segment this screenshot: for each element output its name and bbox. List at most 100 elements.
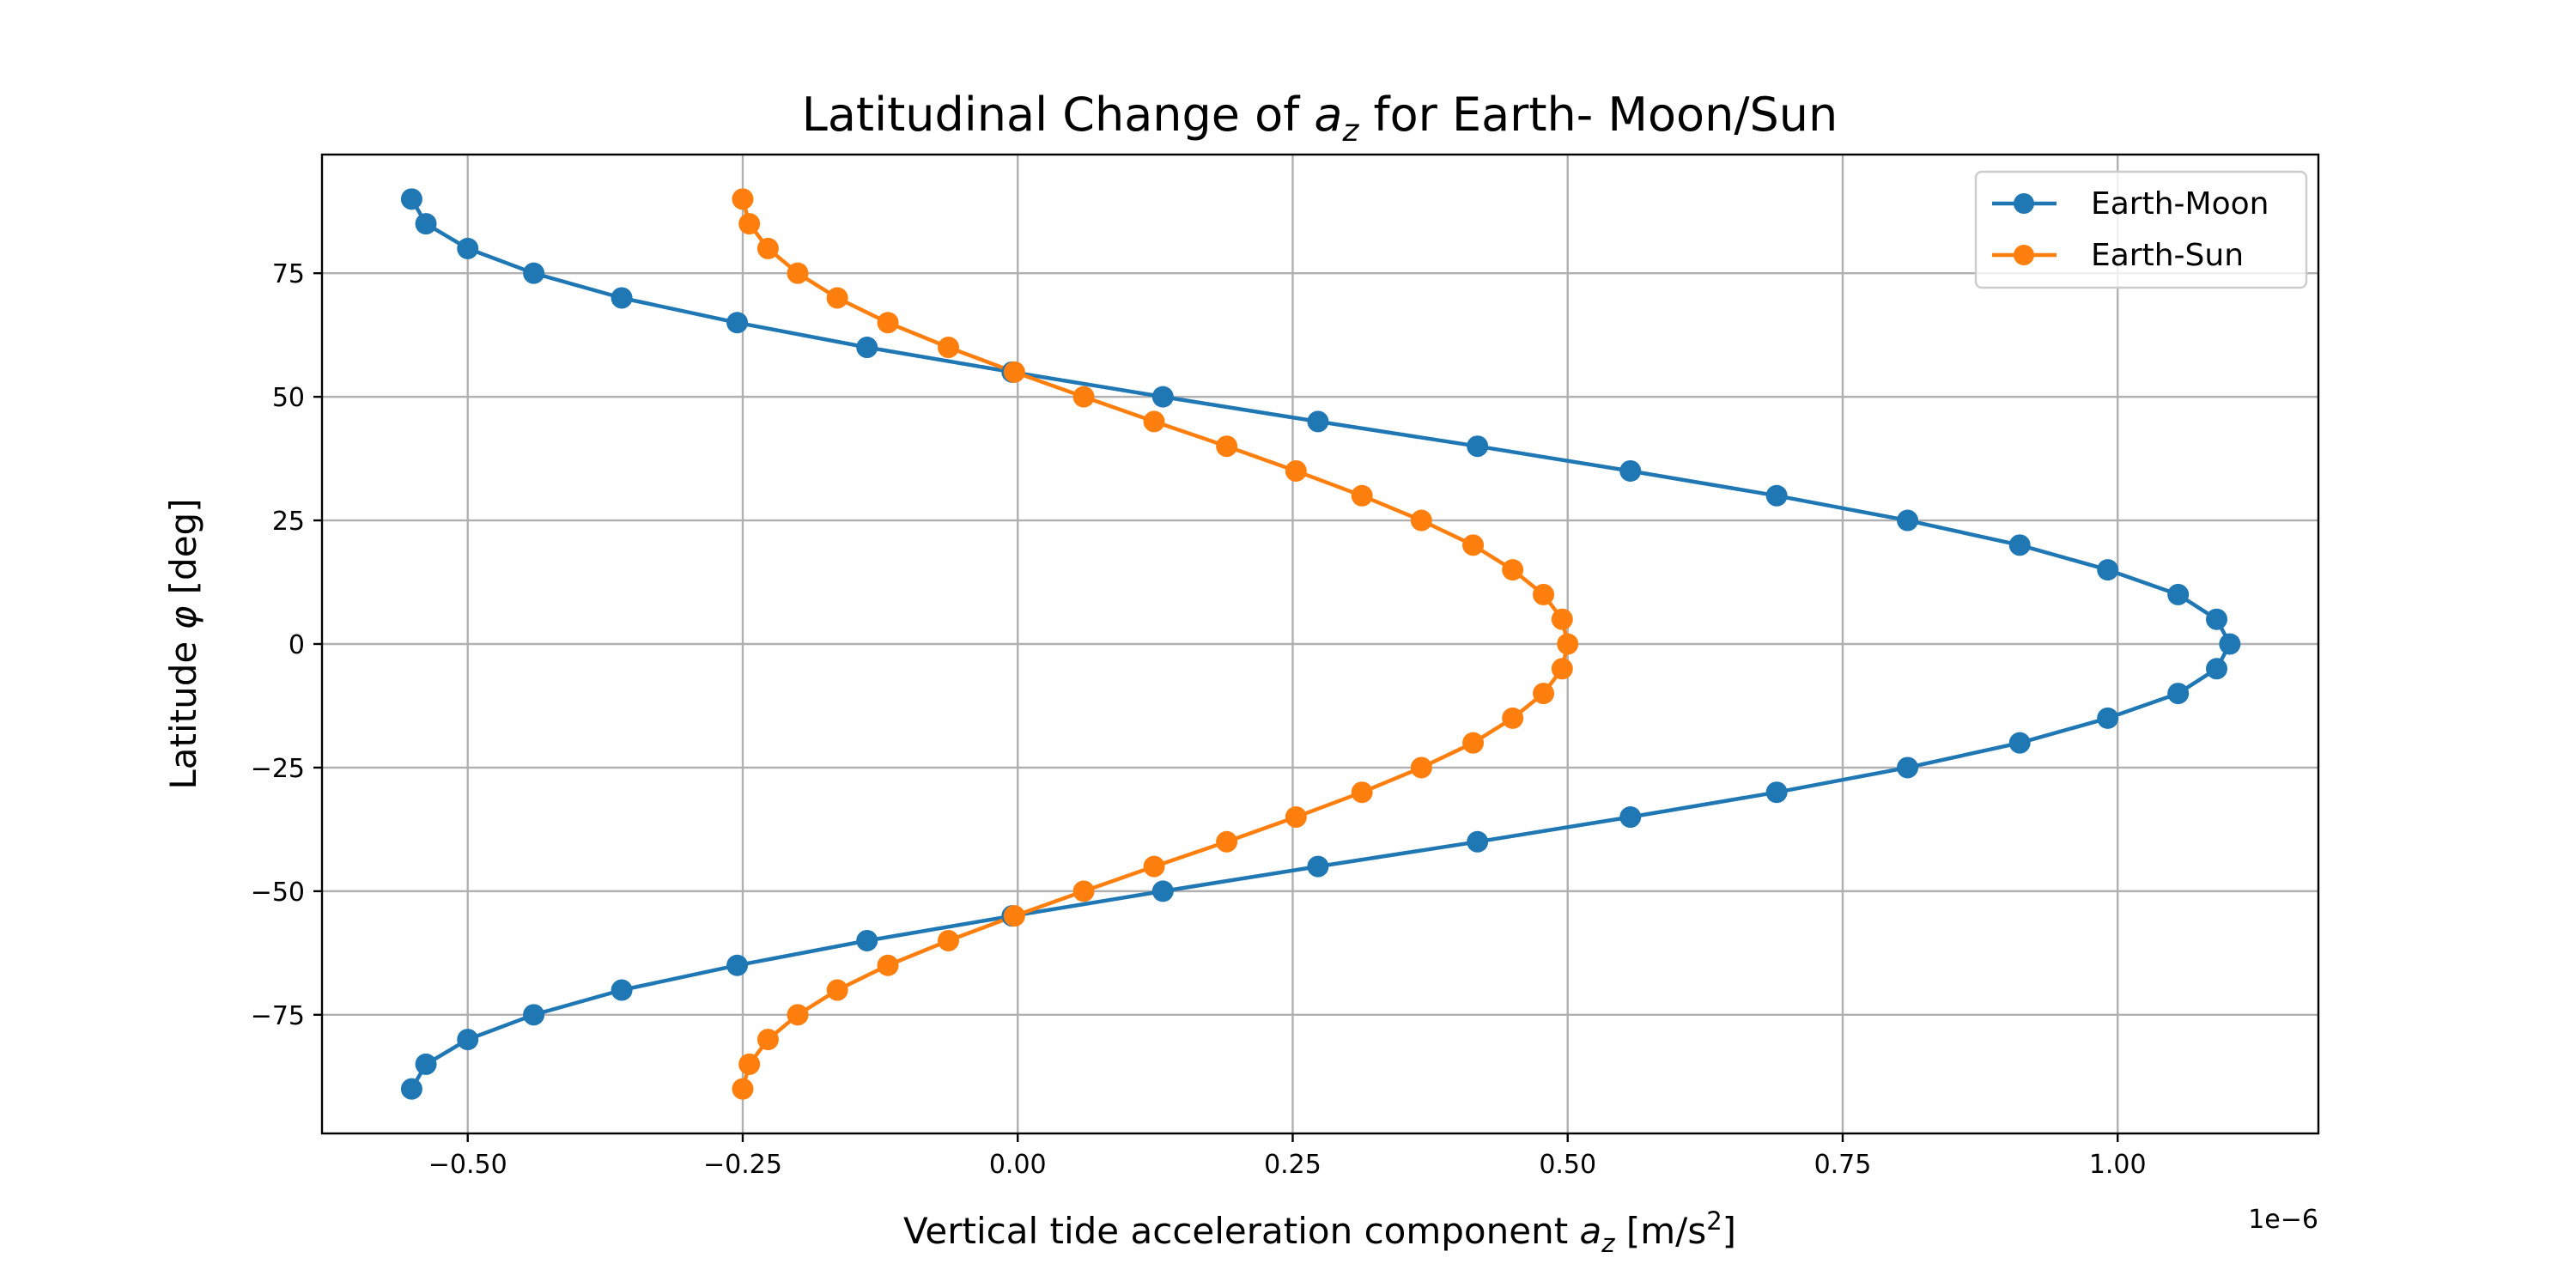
data-point-earth-moon xyxy=(1307,410,1329,433)
legend-label-earth-moon: Earth-Moon xyxy=(2091,186,2269,222)
x-tick-label: 0.75 xyxy=(1814,1150,1872,1180)
data-point-earth-sun xyxy=(732,1078,754,1100)
data-point-earth-moon xyxy=(1897,756,1919,779)
y-tick-label: 25 xyxy=(272,507,305,537)
grid xyxy=(322,155,2318,1133)
data-point-earth-sun xyxy=(1533,583,1555,605)
x-tick-label: 1.00 xyxy=(2089,1150,2147,1180)
data-point-earth-moon xyxy=(2008,534,2031,556)
data-point-earth-moon xyxy=(415,213,437,235)
data-point-earth-moon xyxy=(1467,435,1489,458)
data-point-earth-sun xyxy=(1285,459,1307,482)
data-point-earth-sun xyxy=(826,287,848,309)
data-point-earth-sun xyxy=(787,1004,809,1026)
y-tick-label: 0 xyxy=(289,630,305,660)
data-point-earth-sun xyxy=(1003,905,1025,927)
data-point-earth-sun xyxy=(1216,435,1238,458)
y-tick-label: 75 xyxy=(272,259,305,289)
x-tick-label: 0.50 xyxy=(1539,1150,1596,1180)
data-point-earth-sun xyxy=(1502,559,1524,581)
x-tick-label: −0.25 xyxy=(703,1150,782,1180)
data-point-earth-sun xyxy=(938,929,960,951)
data-point-earth-moon xyxy=(2167,583,2190,605)
data-point-earth-sun xyxy=(1410,509,1432,532)
data-point-earth-sun xyxy=(1143,855,1165,878)
data-point-earth-moon xyxy=(1765,484,1788,507)
data-point-earth-moon xyxy=(457,1029,479,1051)
legend: Earth-Moon Earth-Sun xyxy=(1974,170,2308,289)
legend-marker-earth-sun xyxy=(2014,245,2034,265)
data-point-earth-sun xyxy=(826,979,848,1001)
x-axis-label: Vertical tide acceleration component az … xyxy=(903,1206,1736,1258)
data-point-earth-moon xyxy=(1897,509,1919,532)
chart-title: Latitudinal Change of az for Earth- Moon… xyxy=(802,88,1838,149)
data-point-earth-sun xyxy=(732,188,754,210)
series-points xyxy=(400,188,2241,1100)
data-point-earth-sun xyxy=(1551,658,1573,680)
data-point-earth-moon xyxy=(400,188,422,210)
data-point-earth-sun xyxy=(1502,707,1524,729)
data-point-earth-sun xyxy=(877,312,899,334)
data-point-earth-sun xyxy=(1533,683,1555,705)
data-point-earth-moon xyxy=(2206,608,2228,630)
y-tick-label: 50 xyxy=(272,383,305,413)
data-point-earth-moon xyxy=(415,1053,437,1075)
data-point-earth-sun xyxy=(756,237,779,259)
data-point-earth-sun xyxy=(1003,361,1025,383)
data-point-earth-sun xyxy=(1143,410,1165,433)
data-point-earth-sun xyxy=(1216,830,1238,853)
y-axis-ticks: −75 −50 −25 0 25 50 75 xyxy=(251,259,322,1031)
data-point-earth-moon xyxy=(611,979,633,1001)
data-point-earth-moon xyxy=(726,312,749,334)
legend-marker-earth-moon xyxy=(2014,193,2034,214)
x-axis-offset-label: 1e−6 xyxy=(2248,1205,2318,1235)
data-point-earth-moon xyxy=(400,1078,422,1100)
data-point-earth-moon xyxy=(2097,707,2119,729)
data-point-earth-sun xyxy=(877,954,899,976)
data-point-earth-sun xyxy=(1072,386,1095,408)
data-point-earth-sun xyxy=(1462,534,1485,556)
data-point-earth-moon xyxy=(1619,806,1642,829)
data-point-earth-moon xyxy=(856,929,878,951)
y-tick-label: −75 xyxy=(251,1001,305,1031)
x-tick-label: 0.00 xyxy=(989,1150,1047,1180)
data-point-earth-moon xyxy=(2167,683,2190,705)
data-point-earth-moon xyxy=(611,287,633,309)
y-tick-label: −50 xyxy=(251,878,305,908)
data-point-earth-moon xyxy=(726,954,749,976)
data-point-earth-moon xyxy=(856,337,878,359)
data-point-earth-sun xyxy=(738,213,761,235)
data-point-earth-moon xyxy=(523,262,545,284)
data-point-earth-sun xyxy=(1072,880,1095,902)
data-point-earth-sun xyxy=(1557,633,1579,655)
y-axis-label: Latitude φ [deg] xyxy=(162,498,204,789)
data-point-earth-moon xyxy=(457,237,479,259)
data-point-earth-moon xyxy=(2206,658,2228,680)
data-point-earth-sun xyxy=(1551,608,1573,630)
data-point-earth-sun xyxy=(1351,484,1373,507)
data-point-earth-sun xyxy=(756,1029,779,1051)
legend-box xyxy=(1974,170,2308,289)
data-point-earth-moon xyxy=(1619,459,1642,482)
data-point-earth-sun xyxy=(938,337,960,359)
x-axis-ticks: −0.50 −0.25 0.00 0.25 0.50 0.75 1.00 xyxy=(428,1133,2147,1180)
x-tick-label: −0.50 xyxy=(428,1150,507,1180)
data-point-earth-sun xyxy=(1410,756,1432,779)
data-point-earth-moon xyxy=(1765,781,1788,804)
data-point-earth-moon xyxy=(2008,732,2031,754)
legend-label-earth-sun: Earth-Sun xyxy=(2091,238,2244,273)
data-point-earth-sun xyxy=(787,262,809,284)
data-point-earth-moon xyxy=(1151,880,1174,902)
data-point-earth-sun xyxy=(1462,732,1485,754)
data-point-earth-sun xyxy=(738,1053,761,1075)
data-point-earth-moon xyxy=(2219,633,2241,655)
data-point-earth-moon xyxy=(2097,559,2119,581)
data-point-earth-moon xyxy=(1151,386,1174,408)
x-tick-label: 0.25 xyxy=(1264,1150,1321,1180)
y-tick-label: −25 xyxy=(251,754,305,784)
data-point-earth-sun xyxy=(1351,781,1373,804)
data-point-earth-moon xyxy=(523,1004,545,1026)
data-point-earth-sun xyxy=(1285,806,1307,829)
data-point-earth-moon xyxy=(1467,830,1489,853)
